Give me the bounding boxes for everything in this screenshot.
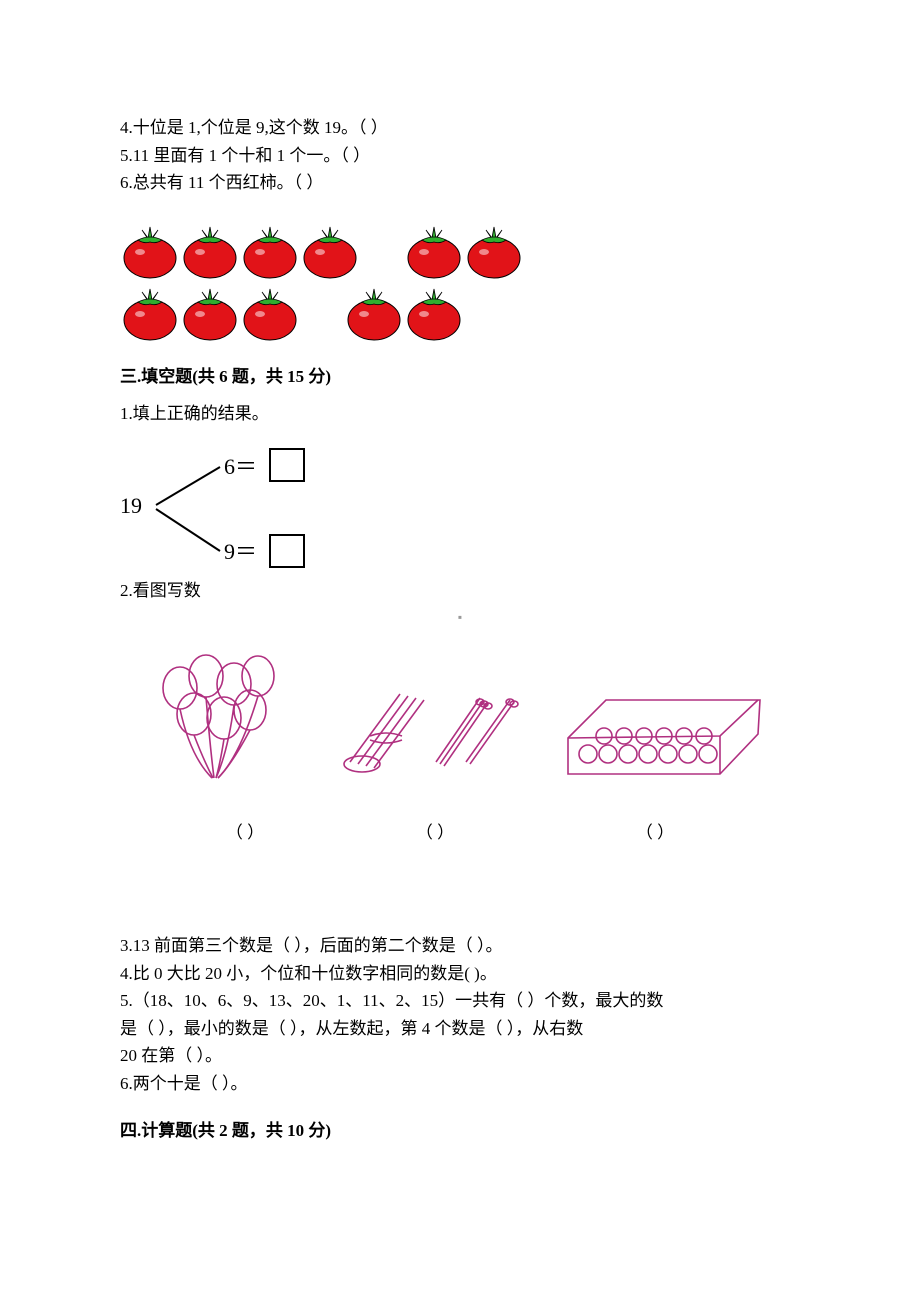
tomato-row-2 <box>120 286 800 342</box>
paren-3: （ ） <box>540 820 770 846</box>
fill-q4: 4.比 0 大比 20 小，个位和十位数字相同的数是( )。 <box>120 961 800 987</box>
judge-q5: 5.11 里面有 1 个十和 1 个一。（ ） <box>120 143 800 169</box>
count-img-box <box>540 636 770 786</box>
branch-root-text: 19 <box>120 493 142 518</box>
tomato-icon <box>404 224 464 280</box>
fill-q1: 1.填上正确的结果。 <box>120 401 800 427</box>
tomato-icon <box>300 224 360 280</box>
tomato-icon <box>464 224 524 280</box>
tomato-icon <box>240 224 300 280</box>
count-img-sticks <box>330 636 540 786</box>
paren-1: （ ） <box>120 820 330 846</box>
paren-2: （ ） <box>330 820 540 846</box>
tomato-icon <box>404 286 464 342</box>
section-4-title: 四.计算题(共 2 题，共 10 分) <box>120 1118 800 1144</box>
tomato-icon <box>180 286 240 342</box>
branch-figure: 19 6＝ 9＝ <box>120 441 800 579</box>
fill-q5a: 5.（18、10、6、9、13、20、1、11、2、15）一共有（ ）个数，最大… <box>120 988 800 1014</box>
count-parens-row: （ ） （ ） （ ） <box>120 820 800 846</box>
branch-top-label: 6＝ <box>224 454 257 479</box>
judge-q6: 6.总共有 11 个西红柿。（ ） <box>120 170 800 196</box>
judge-q4: 4.十位是 1,个位是 9,这个数 19。（ ） <box>120 115 800 141</box>
tomato-figure <box>120 224 800 342</box>
branch-bottom-label: 9＝ <box>224 539 257 564</box>
tomato-icon <box>180 224 240 280</box>
center-dot: ▪ <box>120 608 800 620</box>
tomato-icon <box>344 286 404 342</box>
branch-bottom-box <box>270 535 304 567</box>
fill-q3: 3.13 前面第三个数是（ ），后面的第二个数是（ ）。 <box>120 933 800 959</box>
branch-top-box <box>270 449 304 481</box>
tomato-icon <box>240 286 300 342</box>
count-images-row <box>120 636 800 786</box>
fill-q5c: 20 在第（ ）。 <box>120 1043 800 1069</box>
tomato-icon <box>120 224 180 280</box>
fill-q2: 2.看图写数 <box>120 578 800 604</box>
section-3-title: 三.填空题(共 6 题，共 15 分) <box>120 364 800 390</box>
fill-q5b: 是（ ），最小的数是（ ），从左数起，第 4 个数是（ ），从右数 <box>120 1016 800 1042</box>
tomato-icon <box>120 286 180 342</box>
fill-q6: 6.两个十是（ ）。 <box>120 1071 800 1097</box>
count-img-balloons <box>120 636 330 786</box>
tomato-row-1 <box>120 224 800 280</box>
